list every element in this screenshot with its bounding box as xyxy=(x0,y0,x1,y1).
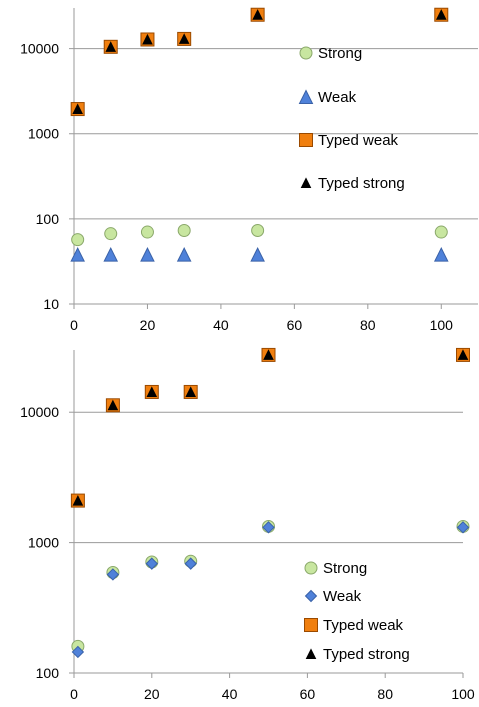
strong-legend-label: Strong xyxy=(318,45,362,62)
strong-point xyxy=(104,227,118,241)
y-tick-label: 10 xyxy=(43,296,59,312)
weak-point xyxy=(140,247,155,262)
x-tick-label: 100 xyxy=(451,686,475,702)
weak-legend-marker xyxy=(298,89,314,104)
x-tick-label: 100 xyxy=(430,317,454,333)
typed-weak-legend-marker xyxy=(304,618,318,632)
typed-strong-point xyxy=(72,494,84,506)
strong-legend-marker xyxy=(299,46,313,60)
typed-strong-point xyxy=(178,33,190,44)
weak-point xyxy=(184,557,197,570)
y-tick-label: 10000 xyxy=(20,404,59,420)
typed-strong-legend-marker xyxy=(305,648,317,659)
weak-point xyxy=(262,521,275,534)
y-tick-label: 100 xyxy=(36,211,60,227)
strong-point xyxy=(177,224,191,238)
x-tick-label: 40 xyxy=(213,317,229,333)
weak-legend-label: Weak xyxy=(318,89,357,106)
x-tick-label: 80 xyxy=(377,686,393,702)
strong-point xyxy=(140,225,154,239)
x-tick-label: 20 xyxy=(144,686,160,702)
typed-strong-point xyxy=(72,103,83,115)
weak-point xyxy=(103,247,119,262)
x-tick-label: 20 xyxy=(140,317,156,333)
weak-point xyxy=(71,645,85,659)
typed-strong-point xyxy=(263,349,274,360)
x-tick-label: 40 xyxy=(222,686,238,702)
typed-strong-point xyxy=(105,41,117,52)
weak-point xyxy=(106,568,120,581)
y-tick-label: 1000 xyxy=(28,535,59,551)
typed-strong-point xyxy=(435,9,447,20)
y-tick-label: 100 xyxy=(36,665,60,681)
bottom-chart: 100 1000 10000 0 20 40 60 80 100 Strong Weak Typed … xyxy=(20,347,475,702)
strong-legend-marker xyxy=(304,561,318,575)
x-tick-label: 60 xyxy=(300,686,316,702)
typed-strong-point xyxy=(107,399,119,411)
typed-strong-legend-label: Typed strong xyxy=(318,175,405,192)
x-tick-label: 80 xyxy=(360,317,376,333)
weak-point xyxy=(145,557,159,570)
typed-strong-point xyxy=(185,386,197,397)
typed-weak-legend-label: Typed weak xyxy=(318,132,399,149)
y-tick-label: 1000 xyxy=(28,126,59,142)
x-tick-label: 60 xyxy=(287,317,303,333)
typed-weak-legend-label: Typed weak xyxy=(323,617,404,634)
strong-legend-label: Strong xyxy=(323,560,367,577)
typed-strong-legend-marker xyxy=(300,177,312,188)
x-tick-label: 0 xyxy=(70,686,78,702)
typed-weak-legend-marker xyxy=(299,133,313,147)
typed-strong-point xyxy=(252,9,263,20)
top-chart: 10 100 1000 10000 0 20 40 60 80 100 Strong Weak Type… xyxy=(20,7,478,333)
typed-strong-legend-label: Typed strong xyxy=(323,646,410,663)
weak-point xyxy=(433,247,449,262)
weak-point xyxy=(176,247,192,262)
typed-strong-point xyxy=(142,33,153,45)
weak-point xyxy=(456,521,470,534)
strong-point xyxy=(251,224,265,238)
weak-legend-marker xyxy=(304,589,318,603)
weak-point xyxy=(70,247,85,262)
weak-point xyxy=(250,247,265,262)
weak-legend-label: Weak xyxy=(323,588,362,605)
x-tick-label: 0 xyxy=(70,317,78,333)
strong-point xyxy=(434,225,448,239)
typed-strong-point xyxy=(457,349,469,360)
strong-point xyxy=(71,233,85,247)
y-tick-label: 10000 xyxy=(20,41,59,57)
typed-strong-point xyxy=(146,386,158,397)
